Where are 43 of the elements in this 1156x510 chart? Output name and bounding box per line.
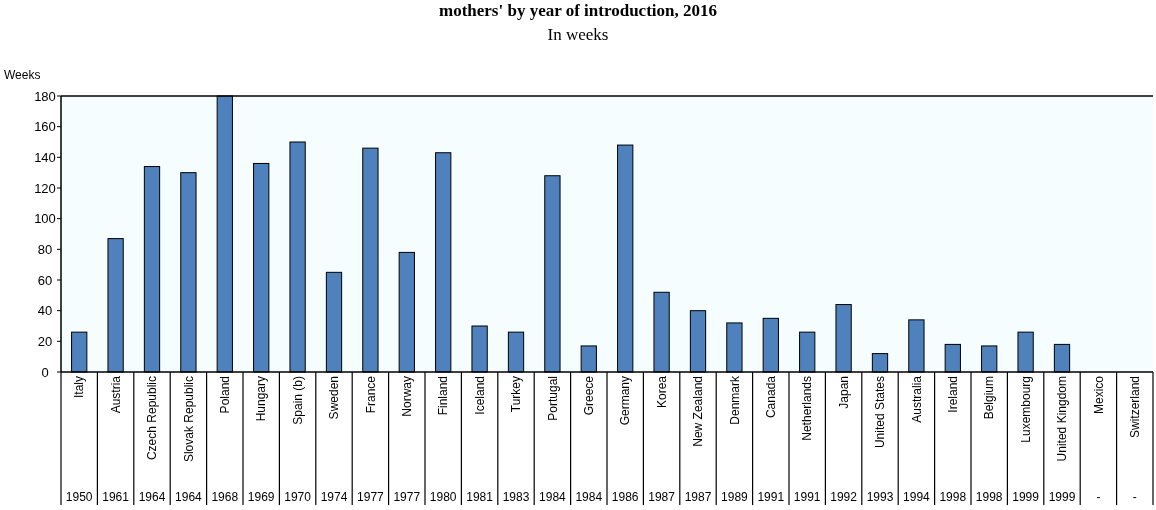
chart-subtitle: In weeks [547,25,609,44]
category-label: United Kingdom 1999 [1048,376,1076,504]
category-label: Norway 1977 [393,376,421,504]
category-label: Korea 1987 [648,376,675,504]
category-label: Japan 1992 [830,376,857,504]
category-label: United States 1993 [866,376,894,504]
category-label: Denmark 1989 [721,376,748,504]
category-label: Spain (b) 1970 [284,376,311,504]
y-tick-label: 60 [37,272,53,288]
y-tick-label: 160 [34,119,56,135]
category-label: France 1977 [357,376,384,504]
category-label: Turkey 1983 [502,376,530,504]
category-label: Switzerland - [1128,376,1142,504]
category-label: Canada 1991 [757,376,785,504]
y-tick-label: 40 [37,303,53,319]
category-label: Finland 1980 [429,376,457,504]
y-tick-label: 120 [34,180,56,196]
category-label: Mexico - [1091,376,1106,504]
category-label: Ireland 1998 [939,376,967,504]
category-label: Slovak Republic 1964 [175,376,202,504]
chart-title: mothers' by year of introduction, 2016 [439,1,717,20]
y-tick-label: 80 [37,241,53,257]
category-label: Poland 1968 [211,376,239,504]
category-label: Luxembourg 1999 [1012,376,1039,504]
category-label: Germany 1986 [611,376,639,504]
category-label: Australia 1994 [903,376,930,504]
category-label: Netherlands 1991 [793,376,821,504]
category-label: Italy 1950 [65,376,93,504]
category-label: Iceland 1981 [466,376,493,504]
category-label: New Zealand 1987 [684,376,712,504]
y-tick-label: 0 [41,364,49,380]
category-label: Austria 1961 [102,376,129,504]
y-axis-title: Weeks [4,68,41,82]
y-tick-label: 100 [34,211,56,227]
category-label: Greece 1984 [575,376,603,504]
category-label: Czech Republic 1964 [138,376,166,504]
category-label: Portugal 1984 [539,376,566,504]
category-label: Sweden 1974 [320,376,348,504]
y-tick-label: 180 [34,88,56,104]
y-tick-label: 20 [37,333,53,349]
y-tick-label: 140 [34,149,56,165]
category-label: Hungary 1969 [247,376,275,504]
category-label: Belgium 1998 [975,376,1003,504]
